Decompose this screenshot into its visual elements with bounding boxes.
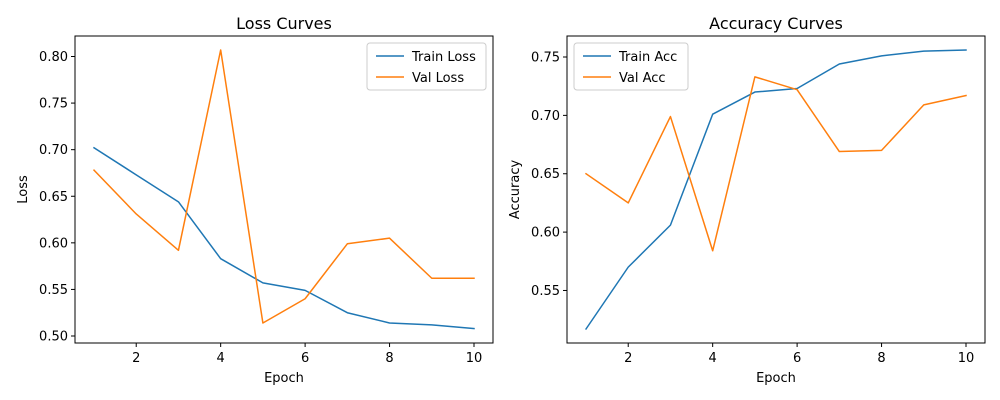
y-axis-label: Loss [16, 175, 31, 204]
y-axis: 0.50 0.55 0.60 0.65 0.70 0.75 0.80 [39, 50, 75, 345]
series-line-val-acc [584, 76, 967, 252]
y-tick-label: 0.70 [531, 109, 560, 124]
y-tick-label: 0.75 [39, 97, 68, 112]
legend: Train Loss Val Loss [366, 42, 487, 91]
y-axis-label: Accuracy [508, 160, 523, 220]
y-tick-label: 0.55 [531, 284, 560, 299]
x-axis: 2 4 6 8 10 [132, 343, 482, 366]
series-line-train-acc [584, 49, 967, 331]
series-lines [92, 49, 475, 330]
y-tick-label: 0.75 [531, 51, 560, 66]
x-tick-label: 2 [132, 351, 140, 366]
loss-chart: Loss Curves 2 4 6 8 10 0.500.550.600.650.700… [16, 14, 494, 386]
legend-label-val: Val Loss [412, 71, 464, 86]
chart-title: Accuracy Curves [709, 14, 843, 33]
accuracy-chart: Accuracy Curves 2 4 6 8 10 0.550.600.650.700… [508, 14, 986, 386]
x-tick-label: 4 [709, 351, 717, 366]
y-tick-label: 0.60 [531, 226, 560, 241]
legend-label-train: Train Acc [618, 50, 677, 65]
series-lines [584, 49, 967, 331]
y-tick-label: 0.55 [39, 283, 68, 298]
legend-label-val: Val Acc [619, 71, 666, 86]
legend: Train Acc Val Acc [573, 42, 689, 91]
y-tick-label: 0.70 [39, 143, 68, 158]
y-tick-label: 0.60 [39, 236, 68, 251]
legend-box [366, 42, 487, 91]
x-tick-label: 8 [877, 351, 885, 366]
y-tick-label: 0.65 [531, 167, 560, 182]
x-axis: 2 4 6 8 10 [624, 343, 974, 366]
legend-box [573, 42, 689, 91]
chart-title: Loss Curves [236, 14, 332, 33]
x-tick-label: 6 [301, 351, 309, 366]
legend-label-train: Train Loss [411, 50, 476, 65]
x-tick-label: 8 [385, 351, 393, 366]
x-tick-label: 2 [624, 351, 632, 366]
series-line-val-loss [92, 49, 475, 324]
x-tick-label: 10 [958, 351, 975, 366]
x-axis-label: Epoch [756, 371, 796, 386]
x-tick-label: 4 [217, 351, 225, 366]
plot-frame [74, 35, 494, 344]
y-tick-label: 0.65 [39, 190, 68, 205]
y-tick-label: 0.80 [39, 50, 68, 65]
x-tick-label: 6 [793, 351, 801, 366]
plot-frame [566, 35, 986, 344]
y-axis: 0.55 0.60 0.65 0.70 0.75 [531, 51, 567, 299]
y-tick-label: 0.50 [39, 330, 68, 345]
x-tick-label: 10 [466, 351, 483, 366]
x-axis-label: Epoch [264, 371, 304, 386]
series-line-train-loss [92, 146, 475, 330]
